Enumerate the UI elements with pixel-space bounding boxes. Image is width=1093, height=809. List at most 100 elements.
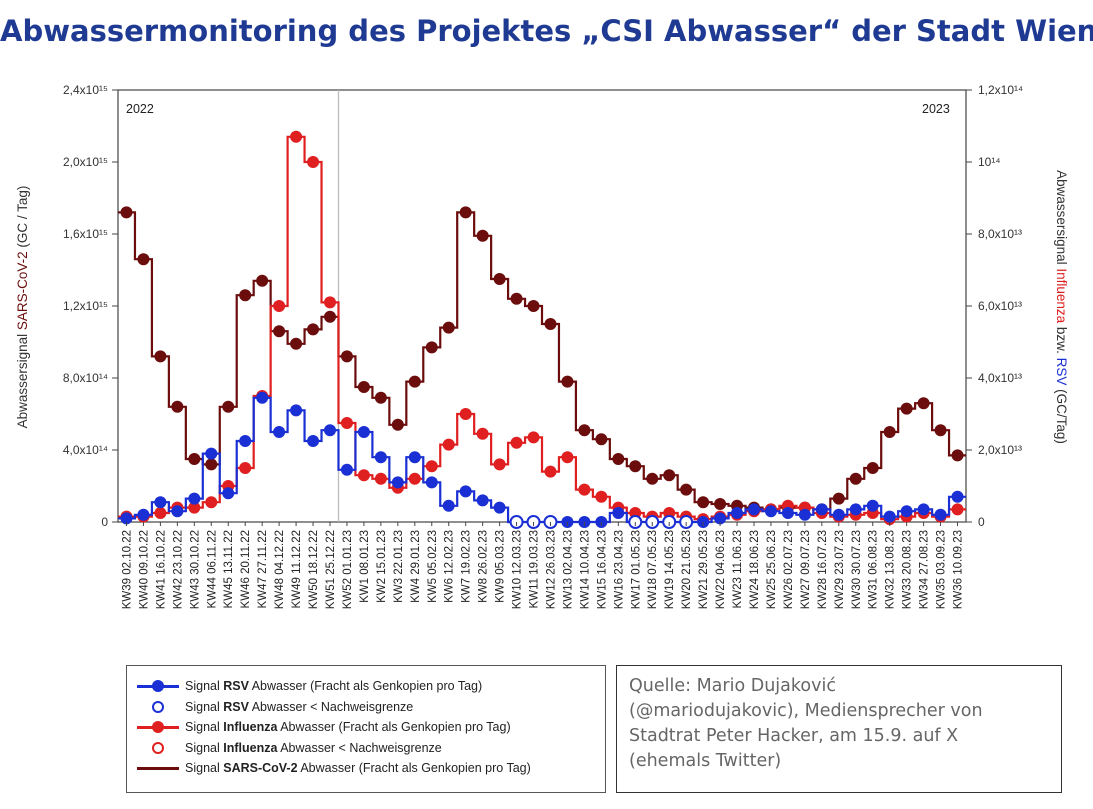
data-point [205, 458, 218, 471]
year-label-2023: 2023 [922, 102, 950, 116]
data-point [832, 492, 845, 505]
data-point [340, 350, 353, 363]
x-tick-label: KW25 25.06.23 [766, 530, 778, 609]
x-tick-label: KW14 10.04.23 [579, 530, 591, 609]
source-line-3: Stadtrat Peter Hacker, am 15.9. auf X [629, 726, 959, 746]
data-point [256, 391, 269, 404]
x-tick-label: KW39 02.10.22 [121, 530, 133, 609]
x-tick-label: KW40 09.10.22 [138, 530, 150, 609]
data-point [239, 435, 252, 447]
data-point [900, 402, 913, 415]
data-point [883, 510, 896, 523]
legend-symbol [137, 679, 179, 693]
data-point [273, 325, 286, 338]
data-point [866, 499, 879, 512]
data-point [714, 498, 727, 510]
right-tick-label: 4,0x10¹³ [978, 371, 1022, 385]
data-point [680, 483, 693, 496]
data-point [120, 512, 133, 525]
data-point [493, 501, 506, 514]
data-point [307, 156, 320, 168]
data-point [188, 492, 201, 505]
x-tick-label: KW51 25.12.22 [325, 530, 337, 609]
data-point [493, 273, 506, 285]
data-point [510, 436, 523, 449]
data-point [442, 321, 455, 334]
data-point [357, 426, 370, 438]
chart-axes: 0 4,0x10¹⁴ 8,0x10¹⁴ 1,2x10¹⁵ 1,6x10¹⁵ 2,0x10¹… [63, 83, 1023, 529]
data-point [476, 494, 489, 507]
legend-item: Signal Influenza Abwasser < Nachweisgren… [137, 738, 595, 759]
legend-item: Signal Influenza Abwasser (Fracht als Ge… [137, 717, 595, 738]
data-point [578, 483, 591, 496]
page-title: Abwassermonitoring des Projektes „CSI Ab… [0, 14, 1093, 48]
legend-text-series: SARS-CoV-2 [223, 761, 298, 776]
data-point [934, 508, 947, 521]
legend-text-suffix: Abwasser (Fracht als Genkopien pro Tag) [297, 761, 531, 776]
data-point [408, 375, 421, 388]
x-tick-label: KW20 21.05.23 [681, 530, 693, 609]
x-tick-label: KW45 13.11.22 [223, 530, 235, 608]
data-point [697, 496, 710, 509]
data-point [866, 462, 879, 474]
x-tick-label: KW34 27.08.23 [919, 530, 931, 609]
data-point [629, 460, 642, 473]
x-tick-label: KW28 16.07.23 [817, 530, 829, 609]
data-point [442, 499, 455, 512]
legend-item: Signal RSV Abwasser < Nachweisgrenze [137, 697, 595, 718]
left-tick-label: 2,4x10¹⁵ [63, 83, 108, 97]
x-tick-label: KW9 05.03.23 [495, 530, 507, 603]
data-point [408, 472, 421, 485]
legend-line [137, 767, 179, 770]
data-point [527, 300, 540, 312]
x-tick-label: KW22 04.06.23 [715, 530, 727, 609]
x-tick-label: KW24 18.06.23 [749, 530, 761, 609]
x-tick-label: KW48 04.12.22 [274, 530, 286, 609]
x-tick-label: KW21 29.05.23 [698, 530, 710, 609]
x-tick-label: KW5 05.02.23 [427, 530, 439, 603]
legend-text-prefix: Signal [185, 720, 224, 735]
chart-series [118, 130, 966, 529]
x-tick-label: KW43 30.10.22 [189, 530, 201, 609]
legend-symbol [137, 761, 179, 775]
x-tick-label: KW10 12.03.23 [512, 530, 524, 609]
data-point [391, 418, 404, 431]
data-point [612, 507, 625, 519]
data-point [714, 512, 727, 525]
x-tick-label: KW19 14.05.23 [664, 530, 676, 609]
legend-item: Signal SARS-CoV-2 Abwasser (Fracht als G… [137, 758, 595, 779]
data-point [459, 485, 472, 498]
legend-marker [152, 700, 164, 713]
wastewater-chart: 0 4,0x10¹⁴ 8,0x10¹⁴ 1,2x10¹⁵ 1,6x10¹⁵ 2,0x10¹… [15, 83, 1069, 609]
data-point [544, 318, 557, 330]
data-point [951, 503, 964, 516]
left-tick-label: 2,0x10¹⁵ [63, 155, 108, 169]
x-tick-label: KW2 15.01.23 [376, 530, 388, 603]
legend-text-prefix: Signal [185, 699, 224, 714]
data-point [544, 465, 557, 478]
data-point [222, 400, 235, 413]
data-point [459, 408, 472, 420]
data-point [832, 508, 845, 521]
x-tick-label: KW52 01.01.23 [342, 530, 354, 609]
data-point [374, 451, 387, 464]
right-axis-label-plain2: bzw. [1054, 323, 1069, 358]
x-tick-label: KW33 20.08.23 [902, 530, 914, 609]
data-point [815, 503, 828, 516]
legend-marker [152, 741, 164, 754]
right-tick-label: 6,0x10¹³ [978, 299, 1022, 313]
data-point [917, 397, 930, 410]
legend-text-suffix: Abwasser (Fracht als Genkopien pro Tag) [248, 679, 483, 694]
data-point [408, 451, 421, 464]
x-tick-label: KW41 16.10.22 [155, 530, 167, 609]
data-point [595, 490, 608, 503]
data-point [493, 458, 506, 471]
data-point [798, 508, 811, 521]
right-axis-label-influenza: Influenza [1054, 268, 1069, 323]
legend-text-series: RSV [223, 699, 249, 714]
left-axis-label-plain: Abwassersignal [15, 330, 30, 428]
x-tick-label: KW29 23.07.23 [834, 530, 846, 609]
data-point [476, 427, 489, 440]
left-tick-label: 4,0x10¹⁴ [63, 443, 108, 457]
x-tick-label: KW13 02.04.23 [562, 530, 574, 609]
